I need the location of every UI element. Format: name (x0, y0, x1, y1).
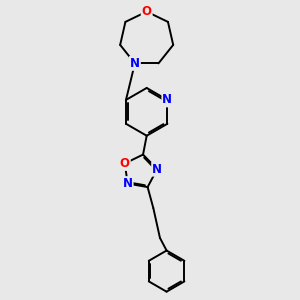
Text: O: O (120, 157, 130, 170)
Text: N: N (162, 93, 172, 106)
Text: O: O (142, 5, 152, 18)
Text: N: N (152, 163, 162, 176)
Text: N: N (123, 177, 133, 190)
Text: N: N (130, 57, 140, 70)
